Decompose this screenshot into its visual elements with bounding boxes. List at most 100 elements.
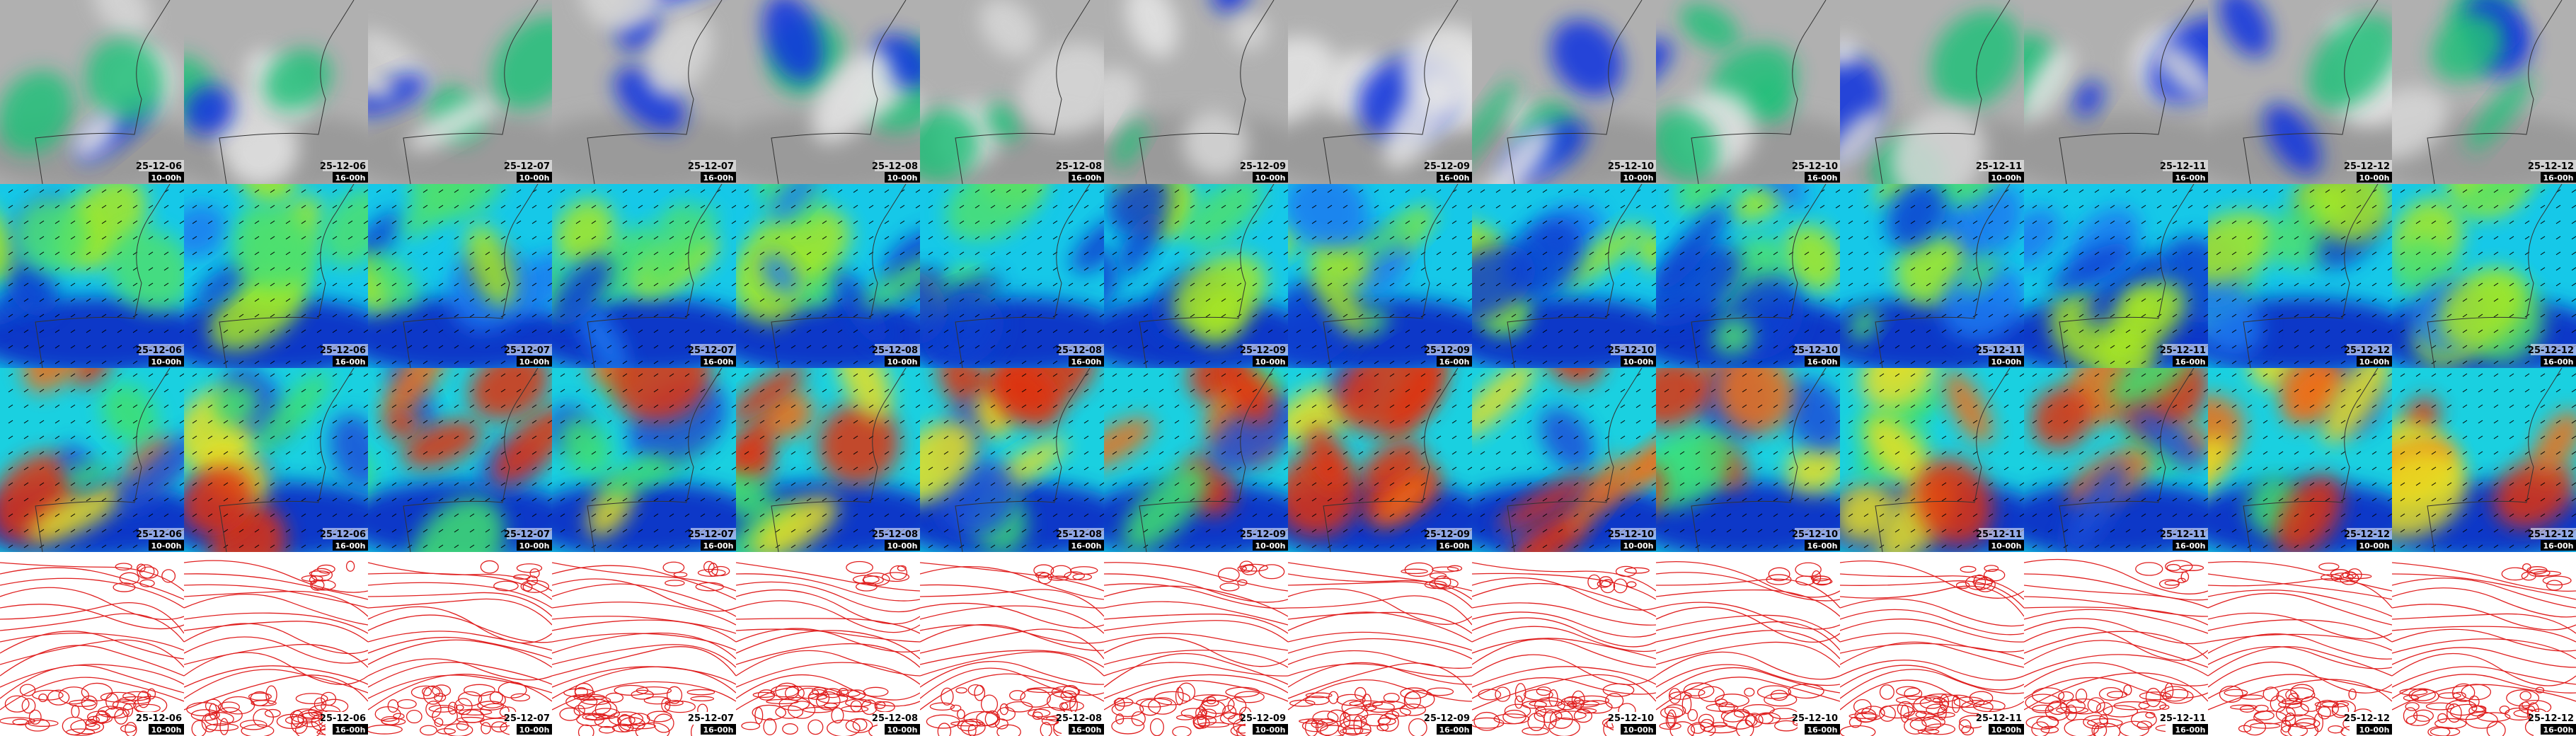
- wind-arrow: [500, 420, 506, 424]
- wind-arrow: [1451, 466, 1457, 471]
- wind-arrow: [1127, 220, 1133, 224]
- wind-arrow: [1296, 404, 1301, 408]
- wind-arrow: [2446, 482, 2452, 486]
- wind-arrow: [1068, 451, 1074, 455]
- wind-arrow: [1342, 373, 1348, 377]
- wind-arrow: [407, 220, 413, 224]
- wind-arrow: [117, 389, 122, 393]
- wind-arrow: [1542, 329, 1548, 333]
- wind-arrow: [1589, 482, 1594, 486]
- isobar: [368, 631, 552, 651]
- wind-arrow: [179, 404, 184, 408]
- date-bg: [323, 160, 368, 171]
- wind-arrow: [500, 513, 506, 517]
- wind-arrow: [1926, 345, 1931, 349]
- wind-arrow: [1573, 498, 1579, 502]
- wind-arrow: [1158, 205, 1164, 209]
- wind-arrow: [837, 267, 843, 271]
- wind-arrow: [39, 329, 45, 333]
- date-bg: [2531, 344, 2576, 355]
- wind-arrow: [2047, 236, 2053, 240]
- wind-arrow: [254, 466, 260, 471]
- wind-arrow: [2462, 251, 2468, 255]
- wind-arrow: [254, 189, 260, 193]
- wind-arrow: [1957, 451, 1962, 455]
- time-label: 10-00h: [151, 357, 181, 367]
- coastline: [1323, 368, 1459, 552]
- wind-arrow: [2524, 544, 2530, 548]
- wind-arrow: [2415, 498, 2421, 502]
- wind-arrow: [1848, 513, 1853, 517]
- wind-arrow: [2047, 466, 2053, 471]
- wind-arrow: [915, 251, 920, 255]
- wind-arrow: [1174, 482, 1180, 486]
- wind-arrow: [2156, 420, 2162, 424]
- wind-arrow: [1957, 498, 1962, 502]
- wind-arrow: [638, 373, 643, 377]
- wind-arrow: [1006, 404, 1011, 408]
- wind-arrow: [101, 435, 107, 439]
- wind-arrow: [2540, 420, 2546, 424]
- coastline: [1139, 184, 1275, 368]
- wind-arrow: [928, 373, 933, 377]
- wind-arrow: [2231, 373, 2237, 377]
- wind-arrow: [1467, 236, 1472, 240]
- wind-arrow: [332, 205, 338, 209]
- wind-arrow: [1848, 420, 1853, 424]
- wind-arrow: [101, 360, 107, 364]
- wind-arrow: [2524, 282, 2530, 287]
- wind-arrow: [1558, 205, 1563, 209]
- wind-arrow: [8, 220, 13, 224]
- wind-arrow: [591, 513, 597, 517]
- wind-arrow: [1589, 282, 1594, 287]
- wind-arrow: [606, 298, 612, 302]
- wind-arrow: [1972, 529, 1978, 533]
- wind-arrow: [560, 314, 565, 318]
- wind-arrow: [669, 466, 674, 471]
- wind-arrow: [438, 435, 444, 439]
- wind-arrow: [163, 236, 169, 240]
- wind-arrow: [1021, 513, 1027, 517]
- wind-arrow: [39, 420, 45, 424]
- wind-arrow: [485, 544, 490, 548]
- wind-arrow: [1127, 435, 1133, 439]
- wind-arrow: [2415, 282, 2421, 287]
- wind-arrow: [192, 389, 197, 393]
- wind-arrow: [1467, 189, 1472, 193]
- wind-arrow: [2478, 513, 2483, 517]
- field-blob: [368, 249, 418, 309]
- wind-arrow: [2340, 482, 2346, 486]
- wind-arrow: [1127, 329, 1133, 333]
- wind-arrow: [731, 298, 736, 302]
- wind-arrow: [148, 251, 154, 255]
- wind-arrow: [1037, 420, 1042, 424]
- wind-arrow: [2047, 298, 2053, 302]
- wind-arrow: [684, 220, 690, 224]
- wind-arrow: [1099, 205, 1104, 209]
- isobar-dense: [96, 710, 108, 725]
- wind-arrow: [285, 435, 291, 439]
- wind-arrow: [363, 482, 368, 486]
- wind-arrow: [1819, 451, 1825, 455]
- wind-arrow: [207, 544, 213, 548]
- field-blob: [1716, 368, 1795, 434]
- wind-arrow: [254, 360, 260, 364]
- wind-arrow: [943, 451, 949, 455]
- wind-arrow: [2019, 189, 2024, 193]
- wind-arrow: [547, 205, 552, 209]
- wind-arrow: [2493, 314, 2499, 318]
- wind-arrow: [101, 466, 107, 471]
- isobar: [184, 621, 368, 643]
- wind-arrow: [2387, 513, 2392, 517]
- wind-arrow: [285, 529, 291, 533]
- wind-arrow: [1236, 529, 1242, 533]
- isobar: [0, 631, 184, 660]
- region: [1656, 481, 1840, 552]
- wind-arrow: [347, 482, 353, 486]
- wind-arrow: [1773, 420, 1778, 424]
- wind-arrow: [270, 236, 275, 240]
- wind-arrow: [332, 329, 338, 333]
- wind-arrow: [853, 451, 858, 455]
- wind-arrow: [1972, 420, 1978, 424]
- field-blob: [1125, 0, 1178, 58]
